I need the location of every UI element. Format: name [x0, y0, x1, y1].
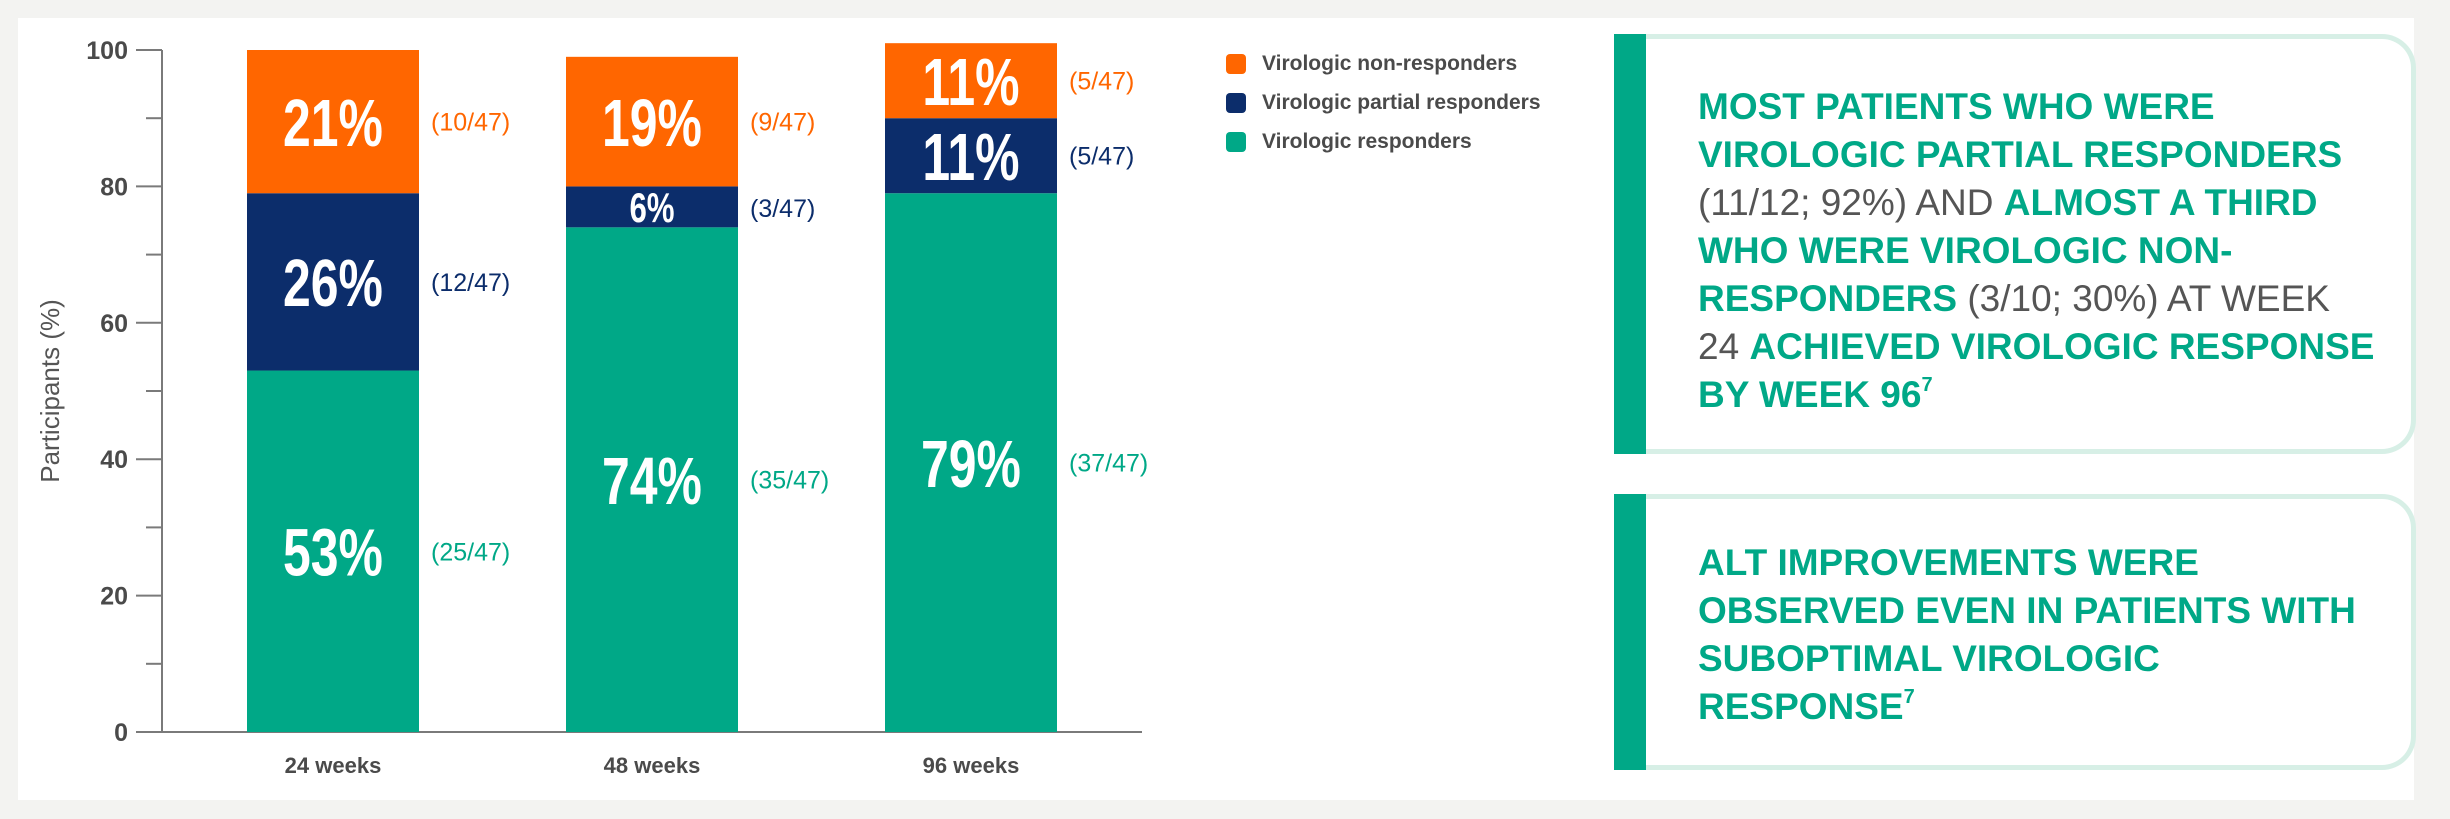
- legend-item-non-responders: Virologic non-responders: [1226, 44, 1541, 83]
- legend-label-responders: Virologic responders: [1262, 129, 1472, 153]
- legend-label-partial-responders: Virologic partial responders: [1262, 90, 1541, 114]
- bar-count-label: (25/47): [431, 538, 510, 566]
- y-tick-label: 80: [100, 173, 128, 201]
- bar-segment: [566, 227, 738, 732]
- callout-box-alt-improvements: ALT IMPROVEMENTS WERE OBSERVED EVEN IN P…: [1614, 494, 2416, 770]
- callout-2-footnote-ref: 7: [1903, 686, 1915, 708]
- callout-1-segment-5-text: ACHIEVED VIROLOGIC RESPONSE BY WEEK 96: [1698, 326, 2375, 415]
- bar-segment: [247, 50, 419, 194]
- bar-value-label: 11%: [922, 119, 1019, 195]
- legend-swatch-non-responders: [1226, 53, 1246, 74]
- callout-1-footnote-ref: 7: [1921, 374, 1933, 396]
- bar-segment: [566, 186, 738, 228]
- bar-segment: [566, 56, 738, 187]
- y-tick-label: 20: [100, 583, 128, 611]
- bar-count-label: (3/47): [750, 195, 815, 223]
- bar-count-label: (12/47): [431, 269, 510, 297]
- callout-text-virologic-response: MOST PATIENTS WHO WERE VIROLOGIC PARTIAL…: [1698, 83, 2381, 419]
- y-tick-label: 40: [100, 446, 128, 474]
- bar-segment: [247, 370, 419, 732]
- x-category-label: 96 weeks: [923, 753, 1020, 778]
- bar-value-label: 26%: [283, 245, 383, 321]
- bar-count-label: (37/47): [1069, 450, 1148, 478]
- bar-segment: [247, 193, 419, 371]
- bar-count-label: (10/47): [431, 109, 510, 137]
- bar-value-label: 74%: [602, 443, 702, 519]
- callout-box-virologic-response: MOST PATIENTS WHO WERE VIROLOGIC PARTIAL…: [1614, 34, 2416, 454]
- callout-1-segment-5: ACHIEVED VIROLOGIC RESPONSE BY WEEK 967: [1698, 326, 2374, 415]
- legend-label-non-responders: Virologic non-responders: [1262, 51, 1518, 75]
- callout-1-segment-1: MOST PATIENTS WHO WERE VIROLOGIC PARTIAL…: [1698, 86, 2343, 175]
- bar-value-label: 19%: [602, 84, 702, 160]
- legend-swatch-partial-responders: [1226, 92, 1246, 113]
- bar-segment: [885, 43, 1057, 119]
- bar-count-label: (35/47): [750, 467, 829, 495]
- callout-text-alt-improvements: ALT IMPROVEMENTS WERE OBSERVED EVEN IN P…: [1698, 539, 2381, 731]
- bar-segment: [885, 193, 1057, 733]
- chart-legend: Virologic non-responders Virologic parti…: [1226, 44, 1541, 161]
- callout-accent-bar: [1614, 494, 1646, 770]
- bar-value-label: 6%: [629, 185, 674, 232]
- bar-value-label: 21%: [283, 84, 383, 160]
- y-axis-label: Participants (%): [35, 299, 65, 483]
- y-tick-label: 60: [100, 310, 128, 338]
- legend-item-responders: Virologic responders: [1226, 122, 1541, 161]
- callout-2-segment-1-text: ALT IMPROVEMENTS WERE OBSERVED EVEN IN P…: [1698, 542, 2356, 727]
- x-category-label: 48 weeks: [604, 753, 701, 778]
- callout-1-segment-2: (11/12; 92%) AND: [1698, 182, 2004, 223]
- bar-count-label: (5/47): [1069, 143, 1134, 171]
- y-tick-label: 100: [86, 37, 128, 65]
- y-tick-label: 0: [114, 719, 128, 747]
- legend-swatch-responders: [1226, 131, 1246, 152]
- x-category-label: 24 weeks: [285, 753, 382, 778]
- callout-1-segment-4: (3/10; 30%) AT WEEK 24: [1698, 278, 2330, 367]
- callout-accent-bar: [1614, 34, 1646, 454]
- bar-segment: [885, 118, 1057, 194]
- legend-item-partial-responders: Virologic partial responders: [1226, 83, 1541, 122]
- bar-value-label: 53%: [283, 514, 383, 590]
- bar-count-label: (9/47): [750, 109, 815, 137]
- bar-value-label: 11%: [922, 44, 1019, 120]
- callout-1-segment-3: ALMOST A THIRD WHO WERE VIROLOGIC NON-RE…: [1698, 182, 2318, 319]
- bar-value-label: 79%: [921, 425, 1021, 501]
- callout-2-segment-1: ALT IMPROVEMENTS WERE OBSERVED EVEN IN P…: [1698, 542, 2356, 727]
- bar-count-label: (5/47): [1069, 68, 1134, 96]
